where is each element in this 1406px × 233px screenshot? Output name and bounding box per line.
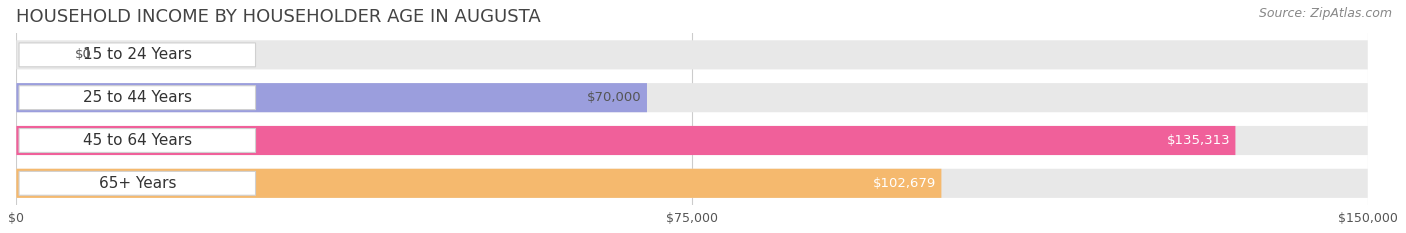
Text: $0: $0: [75, 48, 91, 61]
Text: 15 to 24 Years: 15 to 24 Years: [83, 47, 191, 62]
FancyBboxPatch shape: [20, 129, 256, 152]
FancyBboxPatch shape: [17, 169, 942, 198]
FancyBboxPatch shape: [17, 83, 1368, 112]
Text: $70,000: $70,000: [586, 91, 641, 104]
FancyBboxPatch shape: [17, 126, 1236, 155]
Text: $135,313: $135,313: [1167, 134, 1230, 147]
FancyBboxPatch shape: [20, 43, 256, 67]
FancyBboxPatch shape: [17, 40, 1368, 69]
Text: $102,679: $102,679: [873, 177, 936, 190]
Text: 65+ Years: 65+ Years: [98, 176, 176, 191]
Text: 25 to 44 Years: 25 to 44 Years: [83, 90, 191, 105]
FancyBboxPatch shape: [20, 171, 256, 195]
FancyBboxPatch shape: [17, 83, 647, 112]
Text: Source: ZipAtlas.com: Source: ZipAtlas.com: [1258, 7, 1392, 20]
Text: 45 to 64 Years: 45 to 64 Years: [83, 133, 191, 148]
FancyBboxPatch shape: [17, 169, 1368, 198]
FancyBboxPatch shape: [20, 86, 256, 110]
Text: HOUSEHOLD INCOME BY HOUSEHOLDER AGE IN AUGUSTA: HOUSEHOLD INCOME BY HOUSEHOLDER AGE IN A…: [17, 8, 541, 26]
FancyBboxPatch shape: [17, 126, 1368, 155]
